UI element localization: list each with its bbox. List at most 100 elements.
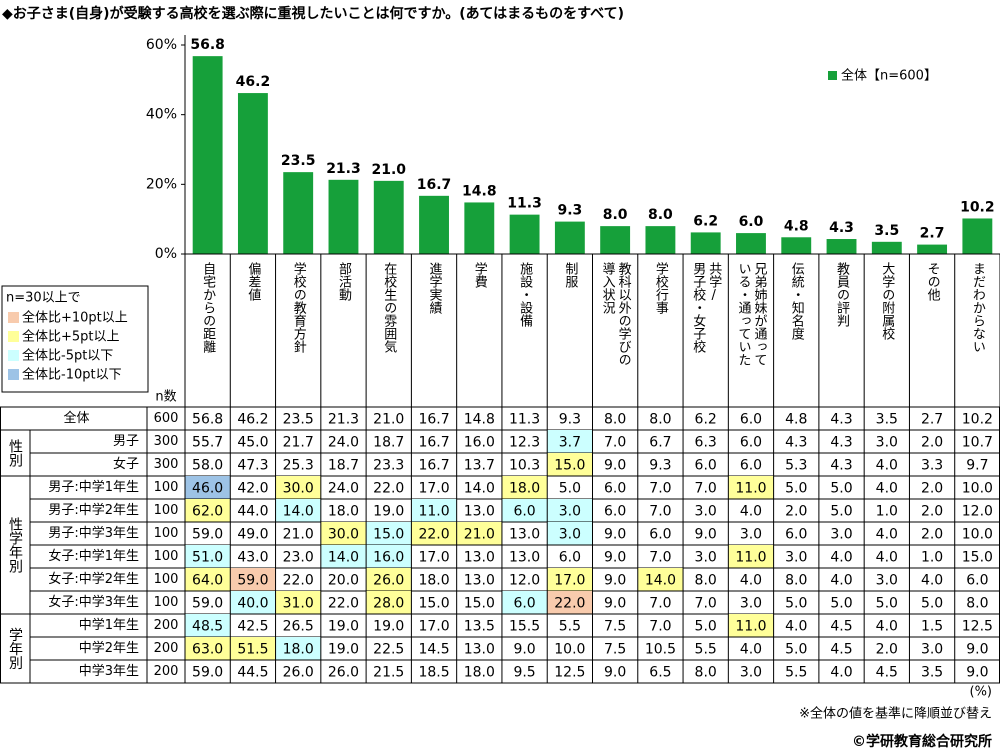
cell: 5.0 bbox=[785, 596, 807, 612]
cell: 4.3 bbox=[785, 435, 807, 451]
cell: 1.0 bbox=[876, 504, 898, 520]
cell: 11.0 bbox=[735, 619, 766, 635]
cell: 2.0 bbox=[921, 504, 943, 520]
cell: 9.5 bbox=[513, 665, 535, 681]
bar bbox=[962, 218, 993, 254]
cell: 13.0 bbox=[464, 504, 495, 520]
cell: 9.0 bbox=[513, 642, 535, 658]
cell: 5.5 bbox=[695, 642, 717, 658]
cell: 21.7 bbox=[283, 435, 314, 451]
cell: 12.0 bbox=[509, 573, 540, 589]
cell: 10.7 bbox=[962, 435, 993, 451]
cell: 26.0 bbox=[283, 665, 314, 681]
cell: 6.0 bbox=[785, 527, 807, 543]
highlight-cell bbox=[547, 568, 593, 591]
cell: 14.5 bbox=[418, 642, 449, 658]
cell: 6.0 bbox=[740, 412, 762, 428]
color-legend-swatch bbox=[8, 312, 19, 323]
row-label: 中学1年生 bbox=[79, 617, 139, 633]
cell: 4.3 bbox=[830, 412, 852, 428]
highlight-cell bbox=[230, 568, 276, 591]
cell: 28.0 bbox=[373, 596, 404, 612]
bar bbox=[736, 233, 766, 254]
cell: 15.0 bbox=[464, 596, 495, 612]
cell: 3.0 bbox=[695, 550, 717, 566]
cell: 5.0 bbox=[830, 504, 852, 520]
cell: 18.0 bbox=[464, 665, 495, 681]
highlight-cell bbox=[366, 522, 412, 545]
cell: 12.5 bbox=[554, 665, 585, 681]
cell: 3.5 bbox=[921, 665, 943, 681]
cell: 18.7 bbox=[373, 435, 404, 451]
cell: 22.0 bbox=[554, 596, 585, 612]
highlight-cell bbox=[547, 499, 593, 522]
cell: 10.2 bbox=[962, 412, 993, 428]
color-legend-swatch bbox=[8, 350, 19, 361]
value-label: 6.0 bbox=[739, 214, 764, 230]
cell: 30.0 bbox=[328, 527, 359, 543]
cell: 6.0 bbox=[604, 504, 626, 520]
cell: 4.0 bbox=[740, 504, 762, 520]
cell: 21.0 bbox=[283, 527, 314, 543]
cell: 2.0 bbox=[876, 642, 898, 658]
cell: 23.3 bbox=[373, 458, 404, 474]
cell: 14.8 bbox=[464, 412, 495, 428]
cell: 23.0 bbox=[283, 550, 314, 566]
cell: 10.5 bbox=[645, 642, 676, 658]
cell: 18.0 bbox=[509, 481, 540, 497]
row-n: 200 bbox=[154, 664, 179, 679]
cell: 5.5 bbox=[785, 665, 807, 681]
n-header: n数 bbox=[155, 390, 176, 405]
row-label: 女子:中学3年生 bbox=[48, 594, 139, 610]
cell: 15.0 bbox=[962, 550, 993, 566]
x-tick-label: 制服 bbox=[562, 262, 578, 288]
color-legend-label: 全体比-5pt以下 bbox=[22, 348, 113, 364]
cell: 7.0 bbox=[649, 481, 671, 497]
cell: 58.0 bbox=[192, 458, 223, 474]
highlight-cell bbox=[366, 568, 412, 591]
cell: 19.0 bbox=[328, 619, 359, 635]
cell: 7.5 bbox=[604, 642, 626, 658]
cell: 26.0 bbox=[373, 573, 404, 589]
cell: 9.0 bbox=[604, 665, 626, 681]
cell: 10.0 bbox=[962, 481, 993, 497]
cell: 42.0 bbox=[237, 481, 268, 497]
value-label: 9.3 bbox=[557, 203, 582, 219]
group-label: 性学年別 bbox=[7, 517, 23, 574]
cell: 3.3 bbox=[921, 458, 943, 474]
cell: 4.0 bbox=[830, 665, 852, 681]
value-label: 21.0 bbox=[371, 162, 406, 178]
row-n: 600 bbox=[154, 411, 179, 426]
cell: 55.7 bbox=[192, 435, 223, 451]
cell: 6.0 bbox=[559, 550, 581, 566]
value-label: 8.0 bbox=[603, 207, 628, 223]
highlight-cell bbox=[185, 568, 231, 591]
highlight-cell bbox=[456, 522, 502, 545]
cell: 3.7 bbox=[559, 435, 581, 451]
bar bbox=[781, 237, 812, 254]
cell: 3.0 bbox=[559, 504, 581, 520]
cell: 6.2 bbox=[695, 412, 717, 428]
cell: 6.0 bbox=[649, 527, 671, 543]
cell: 3.0 bbox=[921, 642, 943, 658]
cell: 9.0 bbox=[966, 665, 988, 681]
cell: 6.5 bbox=[649, 665, 671, 681]
row-label: 全体 bbox=[63, 410, 89, 426]
cell: 46.2 bbox=[237, 412, 268, 428]
cell: 2.7 bbox=[921, 412, 943, 428]
highlight-cell bbox=[230, 591, 276, 614]
cell: 16.7 bbox=[418, 458, 449, 474]
cell: 59.0 bbox=[192, 665, 223, 681]
cell: 8.0 bbox=[785, 573, 807, 589]
cell: 5.0 bbox=[921, 596, 943, 612]
cell: 6.3 bbox=[695, 435, 717, 451]
cell: 26.0 bbox=[328, 665, 359, 681]
row-n: 300 bbox=[154, 457, 179, 472]
bar bbox=[283, 172, 314, 254]
cell: 3.0 bbox=[785, 550, 807, 566]
cell: 15.0 bbox=[418, 596, 449, 612]
cell: 6.0 bbox=[740, 458, 762, 474]
cell: 17.0 bbox=[418, 619, 449, 635]
cell: 62.0 bbox=[192, 504, 223, 520]
